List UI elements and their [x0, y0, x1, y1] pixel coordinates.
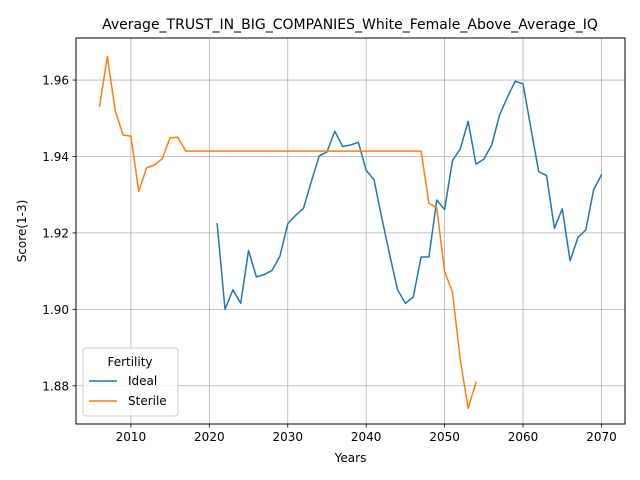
series-line-sterile — [98, 55, 477, 410]
x-tick-label: 2070 — [586, 430, 617, 444]
y-tick-label: 1.90 — [42, 303, 69, 317]
x-tick-label: 2030 — [272, 430, 303, 444]
x-tick-label: 2010 — [116, 430, 147, 444]
x-axis-label: Years — [334, 451, 367, 465]
x-tick-label: 2050 — [429, 430, 460, 444]
plot-lines — [98, 55, 603, 410]
x-tick-label: 2020 — [194, 430, 225, 444]
series-line-ideal — [216, 80, 603, 311]
y-axis-label: Score(1-3) — [15, 200, 29, 263]
legend: Fertility Ideal Sterile — [82, 347, 179, 417]
legend-title: Fertility — [107, 355, 152, 369]
y-tick-label: 1.92 — [42, 226, 69, 240]
chart-title: Average_TRUST_IN_BIG_COMPANIES_White_Fem… — [102, 17, 598, 33]
axes-frame — [75, 37, 626, 425]
legend-box — [82, 347, 179, 417]
legend-label-ideal: Ideal — [128, 374, 157, 388]
y-tick-label: 1.96 — [42, 74, 69, 88]
ticks: 2010 2020 2030 2040 2050 2060 2070 1.88 1.90 1.92… — [42, 74, 616, 444]
legend-label-sterile: Sterile — [128, 394, 167, 408]
y-tick-label: 1.88 — [42, 379, 69, 393]
x-tick-label: 2040 — [351, 430, 382, 444]
y-tick-label: 1.94 — [42, 150, 69, 164]
x-tick-label: 2060 — [508, 430, 539, 444]
